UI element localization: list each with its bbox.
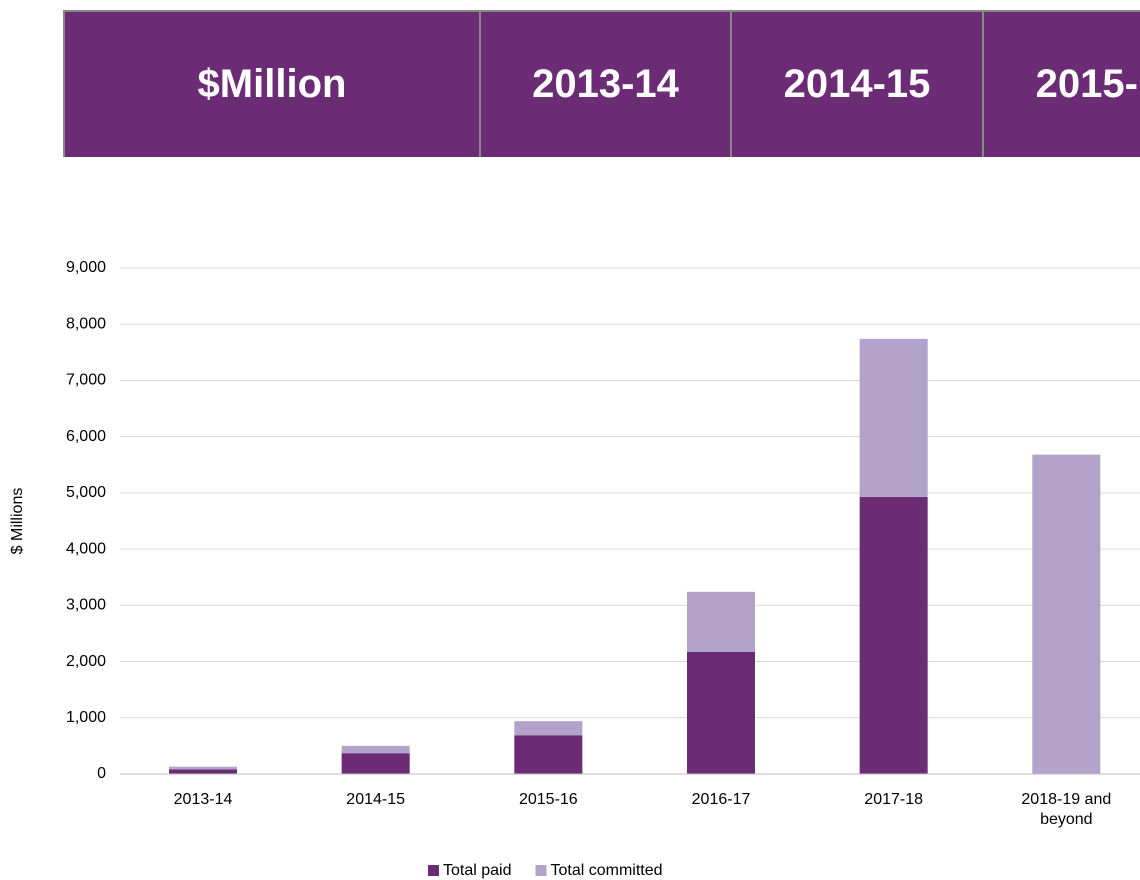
bar-segment xyxy=(859,496,928,774)
header-cell: 2014-15 xyxy=(732,12,984,157)
legend-swatch xyxy=(428,865,439,876)
header-cell: $Million xyxy=(65,12,481,157)
y-tick-label: 6,000 xyxy=(66,428,106,445)
y-tick-label: 0 xyxy=(97,765,106,782)
bar-segment xyxy=(687,651,755,774)
x-tick-label: 2016-17 xyxy=(691,791,751,808)
y-tick-label: 8,000 xyxy=(66,315,106,332)
y-tick-label: 3,000 xyxy=(66,597,106,614)
bar-segment xyxy=(341,745,410,754)
y-tick-label: 9,000 xyxy=(66,259,106,276)
bar-segment xyxy=(341,753,410,774)
bar-segment xyxy=(169,766,237,770)
x-tick-label: 2014-15 xyxy=(346,791,406,808)
x-tick-label: 2018-19 and beyond xyxy=(1021,791,1112,828)
y-axis-label: $ Millions xyxy=(9,488,26,555)
bar-segment xyxy=(1032,454,1101,774)
y-tick-label: 5,000 xyxy=(66,484,106,501)
x-tick-label: 2013-14 xyxy=(173,791,233,808)
legend-label: Total committed xyxy=(551,862,663,879)
bar-segment xyxy=(514,721,583,736)
bar-segment xyxy=(687,591,755,652)
x-tick-label: 2015-16 xyxy=(518,791,578,808)
y-tick-label: 7,000 xyxy=(66,372,106,389)
header-cell: 2015-16 xyxy=(984,12,1140,157)
y-tick-label: 2,000 xyxy=(66,653,106,670)
legend-swatch xyxy=(535,865,547,876)
legend-label: Total paid xyxy=(443,862,512,879)
x-tick-label: 2017-18 xyxy=(864,791,924,808)
y-tick-label: 1,000 xyxy=(66,709,106,726)
y-tick-label: 4,000 xyxy=(66,540,106,557)
header-cell: 2013-14 xyxy=(481,12,732,157)
bar-segment xyxy=(859,338,928,497)
bar-segment xyxy=(514,735,583,774)
bar-segment xyxy=(169,769,237,774)
